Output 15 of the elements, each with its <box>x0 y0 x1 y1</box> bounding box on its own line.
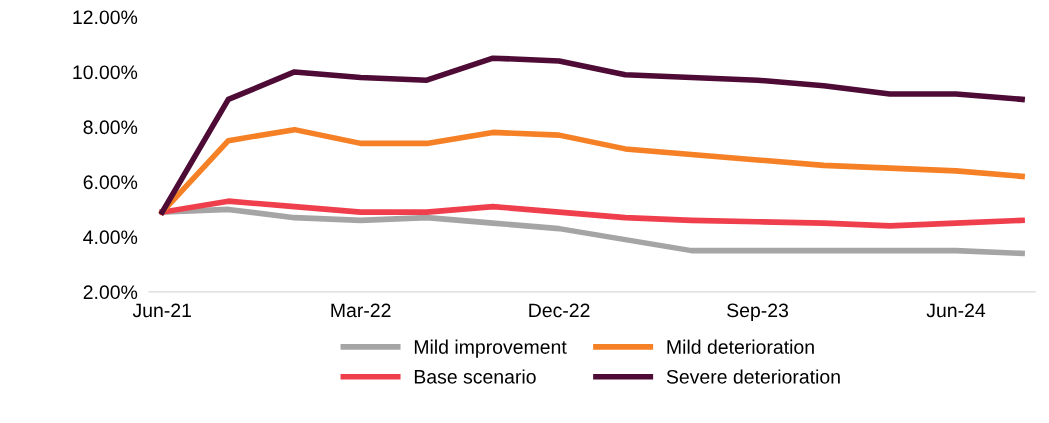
y-tick-label: 10.00% <box>73 65 138 80</box>
y-tick-label: 2.00% <box>83 285 138 300</box>
y-tick-label: 12.00% <box>73 10 138 25</box>
x-tick-label: Jun-21 <box>132 303 191 318</box>
legend-label: Mild deterioration <box>667 339 814 354</box>
legend-label: Base scenario <box>414 369 536 384</box>
y-tick-label: 6.00% <box>83 175 138 190</box>
x-tick-label: Jun-24 <box>926 303 986 318</box>
x-tick-label: Dec-22 <box>529 303 590 318</box>
y-tick-label: 4.00% <box>83 230 138 245</box>
legend-label: Mild improvement <box>414 339 567 358</box>
legend-label: Severe deterioration <box>666 369 840 384</box>
x-tick-label: Mar-22 <box>331 303 391 318</box>
x-tick-label: Sep-23 <box>727 303 789 322</box>
y-tick-label: 8.00% <box>83 120 138 135</box>
